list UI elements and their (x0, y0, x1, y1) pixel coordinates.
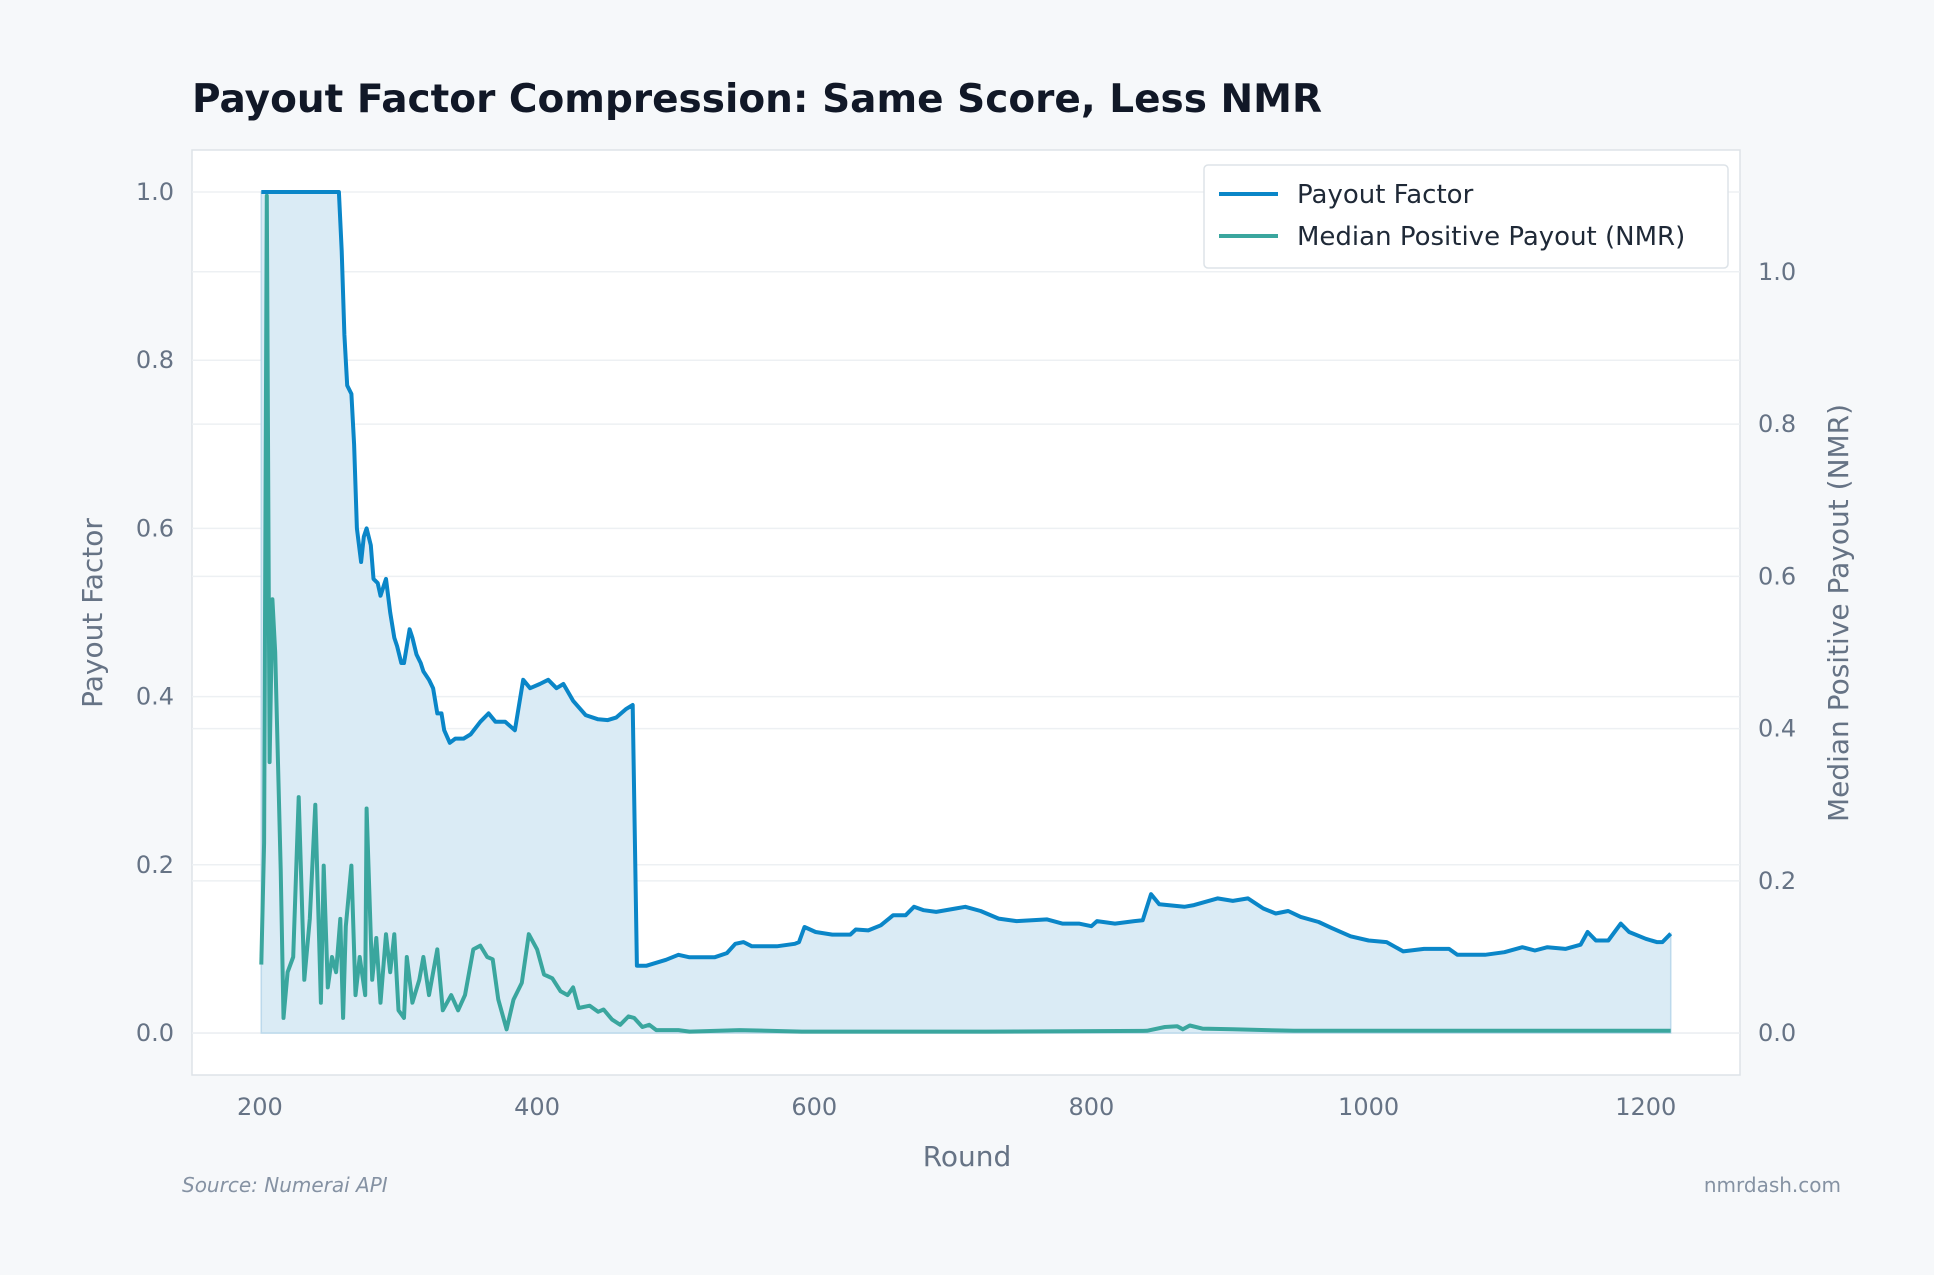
data-marks (259, 190, 1673, 1034)
y2-tick-label: 0.0 (1758, 1019, 1796, 1047)
legend-box (1203, 164, 1729, 269)
x-tick-label: 200 (237, 1093, 283, 1121)
payout-factor-line (261, 190, 1673, 968)
legend-label-payout-factor: Payout Factor (1297, 180, 1474, 210)
legend-label-median-payout: Median Positive Payout (NMR) (1297, 222, 1685, 252)
y2-axis-label: Median Positive Payout (NMR) (1822, 404, 1855, 822)
y2-tick-label: 1.0 (1758, 258, 1796, 286)
y2-tick-label: 0.6 (1758, 562, 1796, 590)
y-tick-label: 1.0 (136, 178, 174, 206)
x-tick-label: 800 (1069, 1093, 1115, 1121)
site-credit: nmrdash.com (1704, 1173, 1841, 1197)
y2-tick-label: 0.2 (1758, 867, 1796, 895)
y2-tick-label: 0.8 (1758, 410, 1796, 438)
x-tick-label: 400 (514, 1093, 560, 1121)
y-tick-label: 0.2 (136, 851, 174, 879)
median-payout-line (259, 193, 1671, 1034)
tick-labels: 0.0 0.2 0.4 0.6 0.8 1.0 0.0 0.2 0.4 0.6 0.8 1.0 200 4… (136, 178, 1796, 1121)
y-axis-label: Payout Factor (76, 518, 109, 708)
x-tick-label: 1000 (1338, 1093, 1399, 1121)
y2-tick-label: 0.4 (1758, 715, 1796, 743)
y-tick-label: 0.8 (136, 346, 174, 374)
x-tick-label: 1200 (1615, 1093, 1676, 1121)
legend: Payout Factor Median Positive Payout (NM… (1203, 164, 1729, 269)
y-tick-label: 0.0 (136, 1019, 174, 1047)
y-tick-label: 0.4 (136, 683, 174, 711)
chart-title: Payout Factor Compression: Same Score, L… (192, 77, 1322, 122)
x-axis-label: Round (923, 1140, 1012, 1173)
source-note: Source: Numerai API (182, 1173, 388, 1197)
x-tick-label: 600 (791, 1093, 837, 1121)
y-tick-label: 0.6 (136, 514, 174, 542)
